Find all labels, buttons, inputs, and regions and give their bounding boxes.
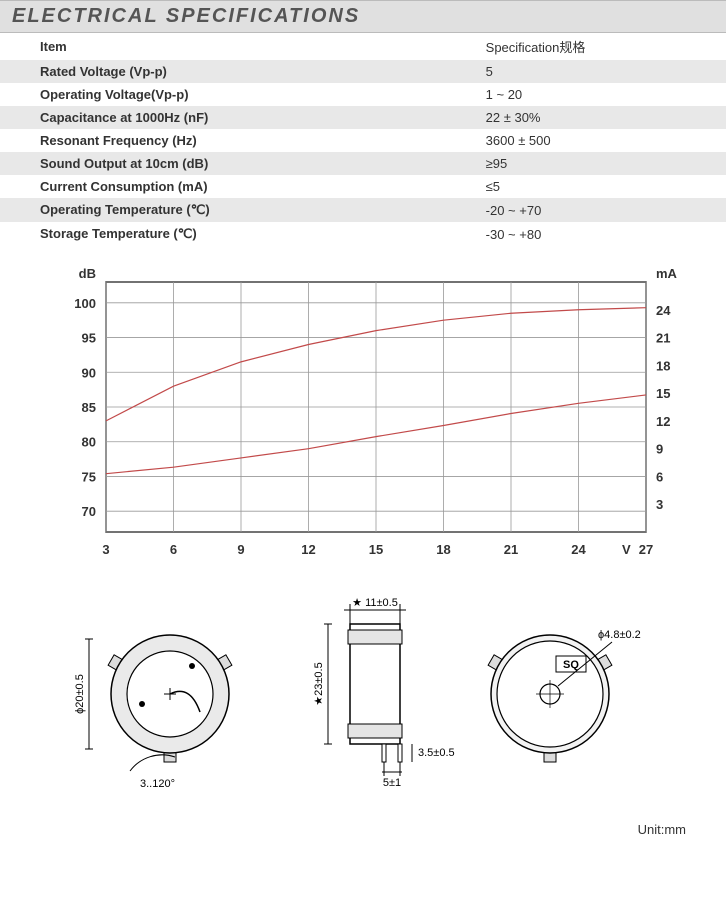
spec-value: -30 ~ +80 [486,222,726,246]
chart-container: 3 6 9 12 15 18 21 24 27 70 75 80 85 90 95 100 3 6 9 12 15 18 2… [40,262,686,572]
svg-text:9: 9 [237,542,244,557]
spec-item: Sound Output at 10cm (dB) [0,152,486,175]
svg-text:3: 3 [102,542,109,557]
svg-text:15: 15 [656,386,670,401]
svg-text:85: 85 [82,400,96,415]
svg-text:70: 70 [82,504,96,519]
spec-value: 5 [486,60,726,83]
svg-text:100: 100 [74,296,96,311]
svg-text:6: 6 [170,542,177,557]
svg-text:24: 24 [571,542,586,557]
spec-value: ≤5 [486,175,726,198]
spec-item: Current Consumption (mA) [0,175,486,198]
svg-text:90: 90 [82,365,96,380]
svg-text:18: 18 [656,358,670,373]
svg-text:V: V [622,542,631,557]
svg-text:18: 18 [436,542,450,557]
svg-text:5±1: 5±1 [383,777,401,789]
spec-value: 22 ± 30% [486,106,726,129]
svg-text:dB: dB [79,266,96,281]
svg-text:ϕ20±0.5: ϕ20±0.5 [74,674,86,714]
spec-row: Operating Voltage(Vp-p)1 ~ 20 [0,83,726,106]
spec-row: Resonant Frequency (Hz)3600 ± 500 [0,129,726,152]
svg-text:★ 11±0.5: ★ 11±0.5 [352,597,398,609]
svg-text:mA: mA [656,266,678,281]
svg-text:95: 95 [82,331,96,346]
spec-value: -20 ~ +70 [486,198,726,222]
svg-text:SQ: SQ [563,659,579,671]
svg-text:3..120°: 3..120° [140,778,175,790]
header-spec: Specification规格 [486,33,726,60]
svg-text:6: 6 [656,469,663,484]
svg-text:21: 21 [656,331,670,346]
spec-row: Rated Voltage (Vp-p)5 [0,60,726,83]
spec-value: 1 ~ 20 [486,83,726,106]
unit-label: Unit:mm [0,822,686,837]
spec-row: Storage Temperature (℃)-30 ~ +80 [0,222,726,246]
svg-text:24: 24 [656,303,671,318]
spec-value: 3600 ± 500 [486,129,726,152]
svg-text:12: 12 [656,414,670,429]
svg-text:12: 12 [301,542,315,557]
svg-text:3.5±0.5: 3.5±0.5 [418,747,455,759]
svg-text:★23±0.5: ★23±0.5 [313,662,325,705]
svg-text:3: 3 [656,497,663,512]
spec-table: Item Specification规格 Rated Voltage (Vp-p… [0,33,726,246]
spec-item: Resonant Frequency (Hz) [0,129,486,152]
spec-row: Current Consumption (mA)≤5 [0,175,726,198]
header-item: Item [0,33,486,60]
spec-item: Operating Voltage(Vp-p) [0,83,486,106]
svg-text:21: 21 [504,542,518,557]
section-title: ELECTRICAL SPECIFICATIONS [12,5,360,27]
spec-item: Operating Temperature (℃) [0,198,486,222]
spec-item: Rated Voltage (Vp-p) [0,60,486,83]
spec-value: ≥95 [486,152,726,175]
section-header: ELECTRICAL SPECIFICATIONS [0,0,726,33]
spec-row: Operating Temperature (℃)-20 ~ +70 [0,198,726,222]
svg-text:15: 15 [369,542,383,557]
spec-item: Capacitance at 1000Hz (nF) [0,106,486,129]
diagram-container: ϕ20±0.5 3..120° ★ 11±0.5 ★23±0.5 3.5±0.5 5±1 S… [30,584,696,814]
svg-text:27: 27 [639,542,653,557]
svg-text:ϕ4.8±0.2: ϕ4.8±0.2 [598,629,641,641]
svg-text:75: 75 [82,469,96,484]
spec-row: Capacitance at 1000Hz (nF)22 ± 30% [0,106,726,129]
spec-item: Storage Temperature (℃) [0,222,486,246]
svg-text:9: 9 [656,442,663,457]
spec-header-row: Item Specification规格 [0,33,726,60]
spec-row: Sound Output at 10cm (dB)≥95 [0,152,726,175]
svg-text:80: 80 [82,435,96,450]
diagram-svg: ϕ20±0.5 3..120° ★ 11±0.5 ★23±0.5 3.5±0.5 5±1 S… [30,584,690,814]
chart-svg: 3 6 9 12 15 18 21 24 27 70 75 80 85 90 95 100 3 6 9 12 15 18 2… [40,262,680,572]
